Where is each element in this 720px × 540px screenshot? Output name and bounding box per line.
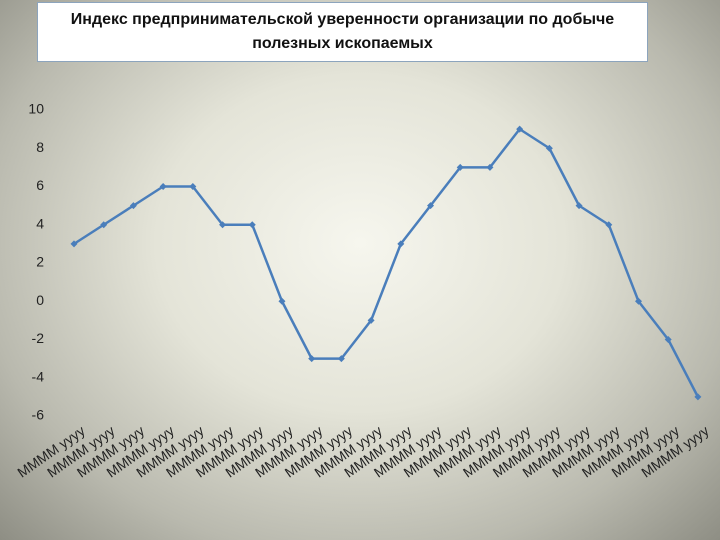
marker xyxy=(634,297,642,305)
marker xyxy=(189,183,197,190)
marker xyxy=(367,316,375,324)
y-tick-label: -4 xyxy=(32,368,45,384)
marker xyxy=(545,144,553,152)
chart-title: Индекс предпринимательской уверенности о… xyxy=(37,2,648,62)
marker xyxy=(159,183,167,190)
marker xyxy=(248,221,256,229)
marker xyxy=(308,355,316,363)
marker xyxy=(456,163,464,171)
y-tick-label: 10 xyxy=(28,101,44,117)
marker xyxy=(605,221,613,229)
y-tick-label: 0 xyxy=(36,292,44,308)
y-tick-label: -2 xyxy=(32,330,45,346)
marker xyxy=(337,355,345,363)
marker xyxy=(664,336,672,343)
marker xyxy=(486,163,494,171)
marker xyxy=(219,221,227,229)
marker xyxy=(100,221,108,229)
y-tick-label: 6 xyxy=(36,177,44,193)
marker xyxy=(427,202,435,210)
marker xyxy=(129,202,137,210)
y-tick-label: 2 xyxy=(36,254,44,270)
marker xyxy=(575,202,583,210)
y-tick-label: 4 xyxy=(36,215,44,231)
marker xyxy=(70,240,78,248)
y-tick-label: -6 xyxy=(32,407,45,423)
marker xyxy=(397,240,405,248)
marker xyxy=(278,297,286,305)
y-tick-label: 8 xyxy=(36,139,44,155)
marker xyxy=(694,393,702,401)
marker xyxy=(516,125,524,133)
line xyxy=(73,127,700,398)
